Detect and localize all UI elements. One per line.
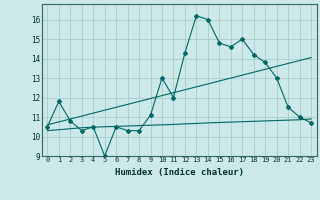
X-axis label: Humidex (Indice chaleur): Humidex (Indice chaleur) bbox=[115, 168, 244, 177]
